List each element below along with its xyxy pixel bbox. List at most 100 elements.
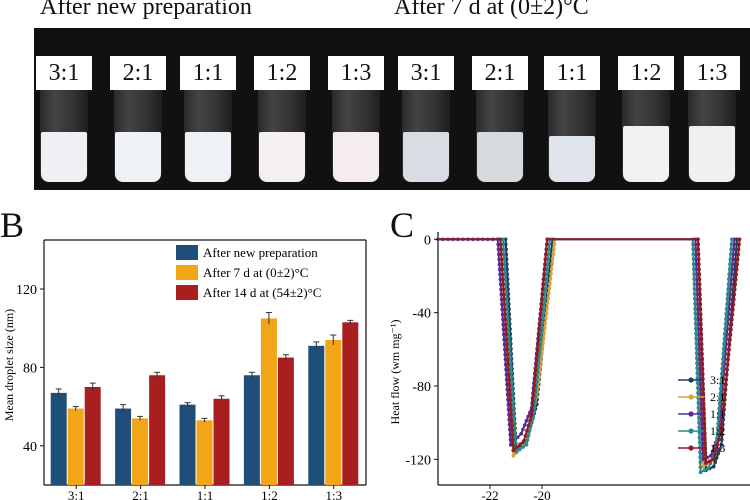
data-point: [693, 306, 697, 311]
data-point: [527, 428, 532, 433]
data-point: [696, 401, 701, 405]
data-point: [727, 277, 731, 281]
data-point: [504, 337, 509, 342]
data-point: [507, 383, 512, 387]
data-point: [546, 296, 550, 301]
vial-ratio-label: 2:1: [472, 56, 528, 90]
data-point: [497, 267, 502, 272]
data-point: [699, 317, 703, 321]
data-point: [716, 451, 721, 456]
legend-swatch: [176, 285, 198, 300]
data-point: [728, 252, 733, 257]
data-point: [703, 436, 707, 440]
data-point: [736, 252, 740, 257]
data-point: [545, 301, 550, 306]
data-point: [697, 262, 701, 267]
data-point: [509, 418, 514, 422]
data-point: [695, 282, 699, 287]
data-point: [503, 322, 508, 327]
data-point: [547, 247, 551, 251]
vial: [38, 68, 90, 186]
data-point: [729, 247, 733, 252]
x-tick-label: 2:1: [132, 488, 149, 500]
data-point: [521, 445, 525, 449]
y-tick-label: 0: [424, 233, 431, 248]
vial: [112, 68, 164, 186]
header-new-preparation: After new preparation: [40, 0, 252, 20]
data-point: [500, 267, 505, 272]
data-point: [508, 393, 512, 397]
data-point: [698, 455, 702, 460]
data-point: [499, 257, 504, 262]
data-point: [695, 277, 699, 282]
data-point: [717, 411, 721, 416]
data-point: [721, 352, 726, 356]
bar: [149, 375, 166, 485]
bar: [277, 357, 294, 485]
data-point: [534, 363, 538, 367]
y-tick-label: 120: [16, 283, 37, 298]
data-point: [498, 277, 503, 282]
data-point: [498, 237, 503, 242]
data-point: [697, 415, 701, 420]
data-point: [719, 376, 724, 381]
data-point: [714, 456, 719, 460]
data-point: [693, 321, 698, 326]
data-point: [713, 460, 717, 465]
data-point: [511, 448, 516, 453]
data-point: [510, 395, 515, 400]
data-point: [732, 242, 736, 247]
data-point: [506, 368, 511, 372]
x-tick-label: -20: [533, 488, 550, 500]
data-point: [498, 272, 502, 277]
data-point: [699, 327, 703, 331]
data-point: [734, 277, 738, 282]
data-point: [701, 464, 705, 469]
data-point: [694, 336, 698, 341]
legend-label: After 7 d at (0±2)°C: [203, 265, 308, 280]
data-point: [728, 332, 733, 337]
bar: [115, 408, 132, 485]
data-point: [540, 297, 544, 302]
data-point: [518, 442, 523, 446]
data-point: [693, 301, 697, 306]
data-point: [694, 252, 698, 257]
data-point: [517, 447, 522, 452]
data-point: [540, 292, 545, 297]
data-point: [721, 413, 725, 417]
data-point: [544, 316, 548, 321]
data-point: [696, 252, 701, 256]
data-point: [541, 341, 545, 345]
data-point: [512, 420, 516, 425]
data-point: [530, 403, 535, 408]
data-point: [694, 346, 699, 351]
legend-label: 3:1: [710, 373, 725, 387]
data-point: [547, 286, 552, 291]
data-point: [723, 322, 728, 326]
data-point: [521, 427, 525, 432]
data-point: [503, 237, 508, 242]
data-point: [539, 307, 543, 312]
data-point: [718, 433, 722, 437]
data-point: [509, 366, 513, 370]
data-point: [542, 267, 547, 272]
data-point: [723, 393, 727, 397]
data-point: [542, 272, 546, 277]
data-point: [536, 338, 541, 342]
x-tick-label: 1:1: [197, 488, 214, 500]
data-point: [703, 446, 708, 450]
x-tick-label: 1:3: [325, 488, 342, 500]
data-point: [722, 398, 727, 402]
data-point: [522, 439, 526, 443]
vial-ratio-label: 2:1: [110, 56, 166, 90]
data-point: [696, 391, 700, 395]
data-point: [694, 257, 698, 262]
data-point: [536, 370, 540, 375]
data-point: [700, 366, 705, 371]
data-point: [511, 400, 515, 405]
data-point: [735, 257, 740, 262]
data-point: [723, 383, 728, 387]
data-point: [719, 442, 724, 447]
data-point: [538, 313, 543, 317]
